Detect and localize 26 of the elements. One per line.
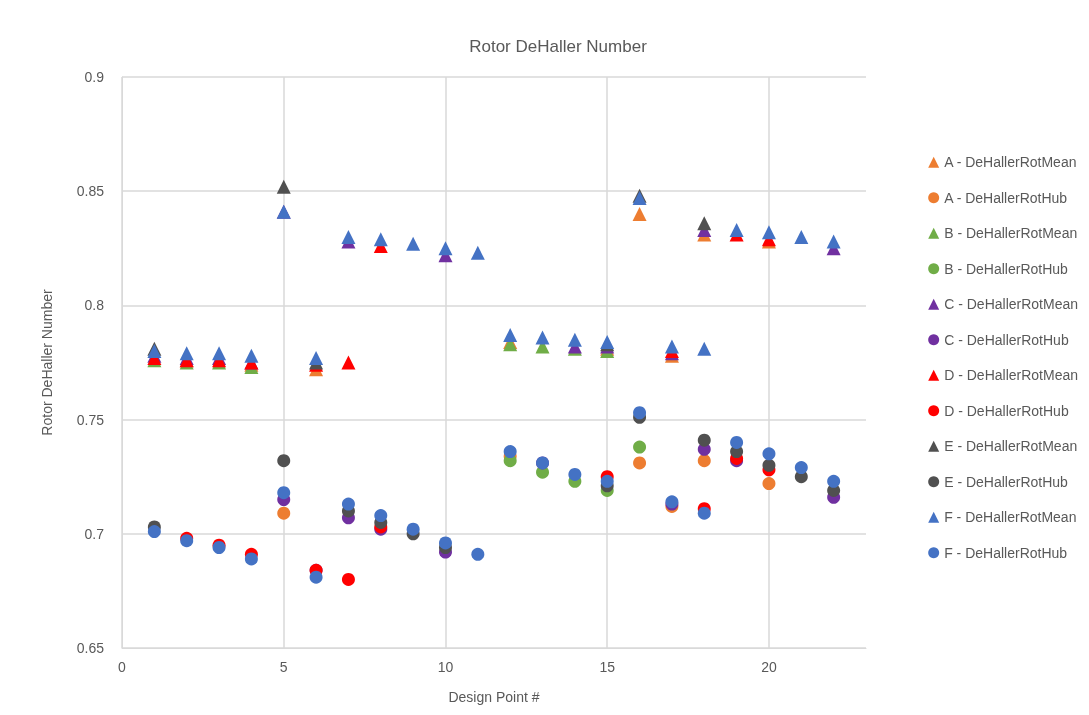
legend-label: E - DeHallerRotMean	[944, 438, 1078, 455]
y-tick-label: 0.75	[76, 411, 105, 428]
legend-label: D - DeHallerRotHub	[944, 402, 1069, 419]
legend-label: B - DeHallerRotMean	[944, 225, 1078, 242]
y-tick-label: 0.65	[76, 640, 105, 656]
legend-label: A - DeHallerRotHub	[944, 189, 1068, 206]
x-tick-label: 10	[437, 659, 454, 675]
chart-title: Rotor DeHaller Number	[469, 37, 648, 56]
legend-label: A - DeHallerRotMean	[944, 154, 1077, 171]
y-tick-label: 0.85	[76, 183, 105, 200]
legend-label: F - DeHallerRotHub	[944, 544, 1068, 561]
legend-label: C - DeHallerRotHub	[944, 331, 1069, 348]
legend-label: D - DeHallerRotMean	[944, 367, 1079, 384]
x-tick-label: 5	[279, 659, 288, 675]
y-axis-title: Rotor DeHaller Number	[39, 289, 55, 436]
y-tick-label: 0.7	[84, 525, 105, 542]
x-tick-label: 0	[118, 659, 127, 675]
x-axis-title: Design Point #	[448, 689, 540, 705]
legend-label: C - DeHallerRotMean	[944, 296, 1079, 313]
legend-label: F - DeHallerRotMean	[944, 509, 1077, 526]
x-tick-label: 20	[761, 659, 777, 675]
legend-label: B - DeHallerRotHub	[944, 260, 1069, 277]
legend-label: E - DeHallerRotHub	[944, 473, 1069, 490]
y-tick-label: 0.8	[84, 297, 105, 314]
x-tick-label: 15	[599, 659, 616, 675]
y-tick-label: 0.9	[84, 69, 105, 85]
